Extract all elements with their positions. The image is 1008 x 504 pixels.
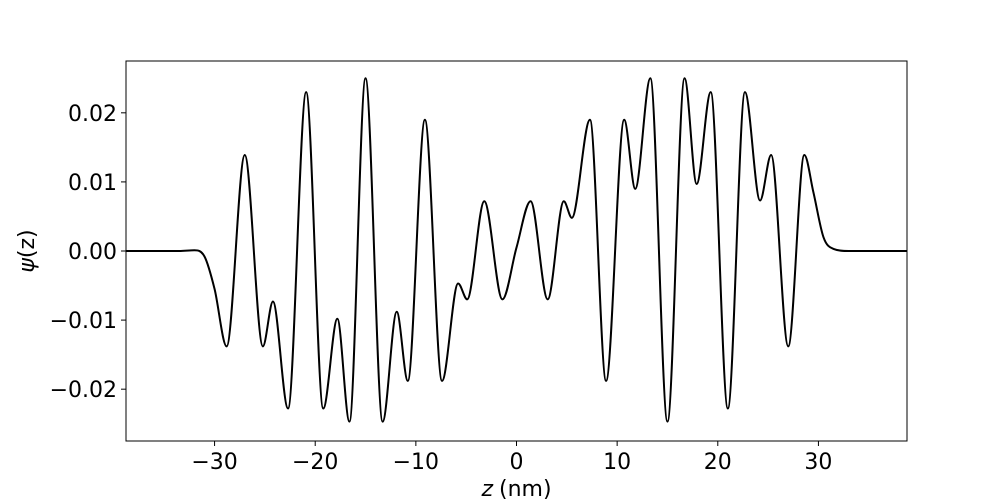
x-tick-label: 30 (804, 450, 832, 475)
y-tick-label: −0.02 (50, 378, 117, 403)
y-axis-label-variable: ψ (15, 258, 40, 273)
y-tick-label: 0.00 (68, 240, 117, 265)
y-tick-label: 0.02 (68, 102, 117, 127)
y-tick-label: −0.01 (50, 309, 117, 334)
x-axis-label-unit: (nm) (499, 477, 552, 502)
x-axis-label: z (nm) (480, 477, 551, 502)
x-axis-label-variable: z (480, 477, 493, 502)
y-axis: −0.02 −0.01 0.00 0.01 0.02 (50, 102, 126, 403)
x-tick-label: 20 (704, 450, 732, 475)
x-tick-label: −30 (191, 450, 237, 475)
x-tick-label: −20 (292, 450, 338, 475)
y-axis-label-argument: (z) (15, 229, 40, 258)
series-line-psi (126, 77, 907, 423)
y-tick-label: 0.01 (68, 171, 117, 196)
x-tick-label: 10 (603, 450, 631, 475)
y-axis-label: ψ(z) (15, 229, 40, 272)
x-tick-label: −10 (393, 450, 439, 475)
x-axis: −30 −20 −10 0 10 20 30 (191, 441, 832, 475)
x-tick-label: 0 (510, 450, 524, 475)
